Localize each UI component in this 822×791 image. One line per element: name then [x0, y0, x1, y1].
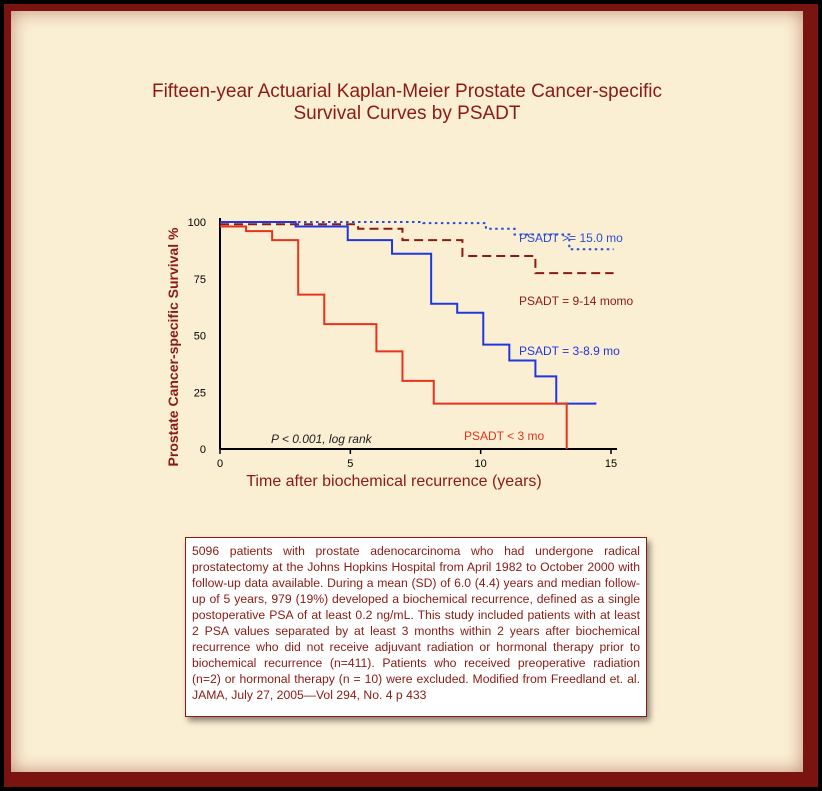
series-line-3: [220, 225, 568, 449]
y-tick-label: 75: [194, 274, 206, 286]
series-labels: PSADT >= 15.0 mo PSADT = 9-14 momo PSADT =…: [464, 231, 633, 443]
chart-title-line-2: Survival Curves by PSADT: [293, 103, 521, 124]
series-label-3: PSADT < 3 mo: [464, 429, 544, 443]
y-tick-label: 100: [188, 217, 206, 229]
x-tick-label: 0: [217, 458, 223, 470]
y-axis-label: Prostate Cancer-specific Survival %: [165, 227, 181, 466]
series-label-2: PSADT = 3-8.9 mo: [519, 344, 620, 358]
x-tick-label: 5: [347, 458, 353, 470]
y-tick-label: 25: [194, 387, 206, 399]
x-tick-label: 15: [605, 458, 617, 470]
series-line-1: [220, 223, 614, 275]
y-tick-label: 0: [200, 444, 206, 456]
series-line-0: [220, 221, 614, 251]
slide: Fifteen-year Actuarial Kaplan-Meier Pros…: [11, 11, 803, 772]
series-label-1: PSADT = 9-14 momo: [519, 294, 633, 308]
series-layer: [220, 221, 614, 449]
p-value-annotation: P < 0.001, log rank: [271, 432, 373, 446]
x-axis-label: Time after biochemical recurrence (years…: [246, 473, 542, 490]
x-tick-label: 10: [475, 458, 487, 470]
chart-title-line-1: Fifteen-year Actuarial Kaplan-Meier Pros…: [151, 81, 663, 102]
y-tick-label: 50: [194, 331, 206, 343]
caption-box: 5096 patients with prostate adenocarcino…: [185, 537, 647, 717]
series-line-2: [220, 221, 597, 405]
chart-title: Fifteen-year Actuarial Kaplan-Meier Pros…: [11, 81, 803, 125]
series-label-0: PSADT >= 15.0 mo: [519, 231, 623, 245]
axes: 0 5 10 15 0 25 50 75 100: [188, 217, 617, 470]
survival-chart: 0 5 10 15 0 25 50 75 100 PSADT >= 15.0 mo PSADT =…: [165, 217, 633, 490]
